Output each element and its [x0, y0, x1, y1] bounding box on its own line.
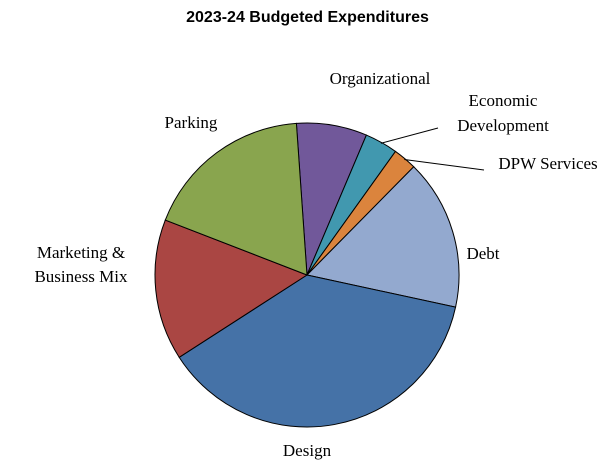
leader-line: [404, 159, 485, 171]
chart-title: 2023-24 Budgeted Expenditures: [186, 9, 429, 26]
slice-label: Economic Development: [457, 91, 549, 135]
slice-label: Marketing & Business Mix: [34, 243, 128, 286]
pie-slice-marketing-business-mix: [154, 219, 309, 359]
slice-label: Debt: [466, 244, 499, 263]
pie-slice-debt: [306, 166, 460, 308]
slice-label: Design: [283, 441, 332, 460]
slice-label: Organizational: [330, 69, 431, 88]
slice-label: DPW Services: [498, 154, 597, 173]
slice-label: Parking: [165, 113, 218, 132]
leader-line: [380, 127, 439, 144]
pie-slice-parking: [164, 122, 308, 276]
